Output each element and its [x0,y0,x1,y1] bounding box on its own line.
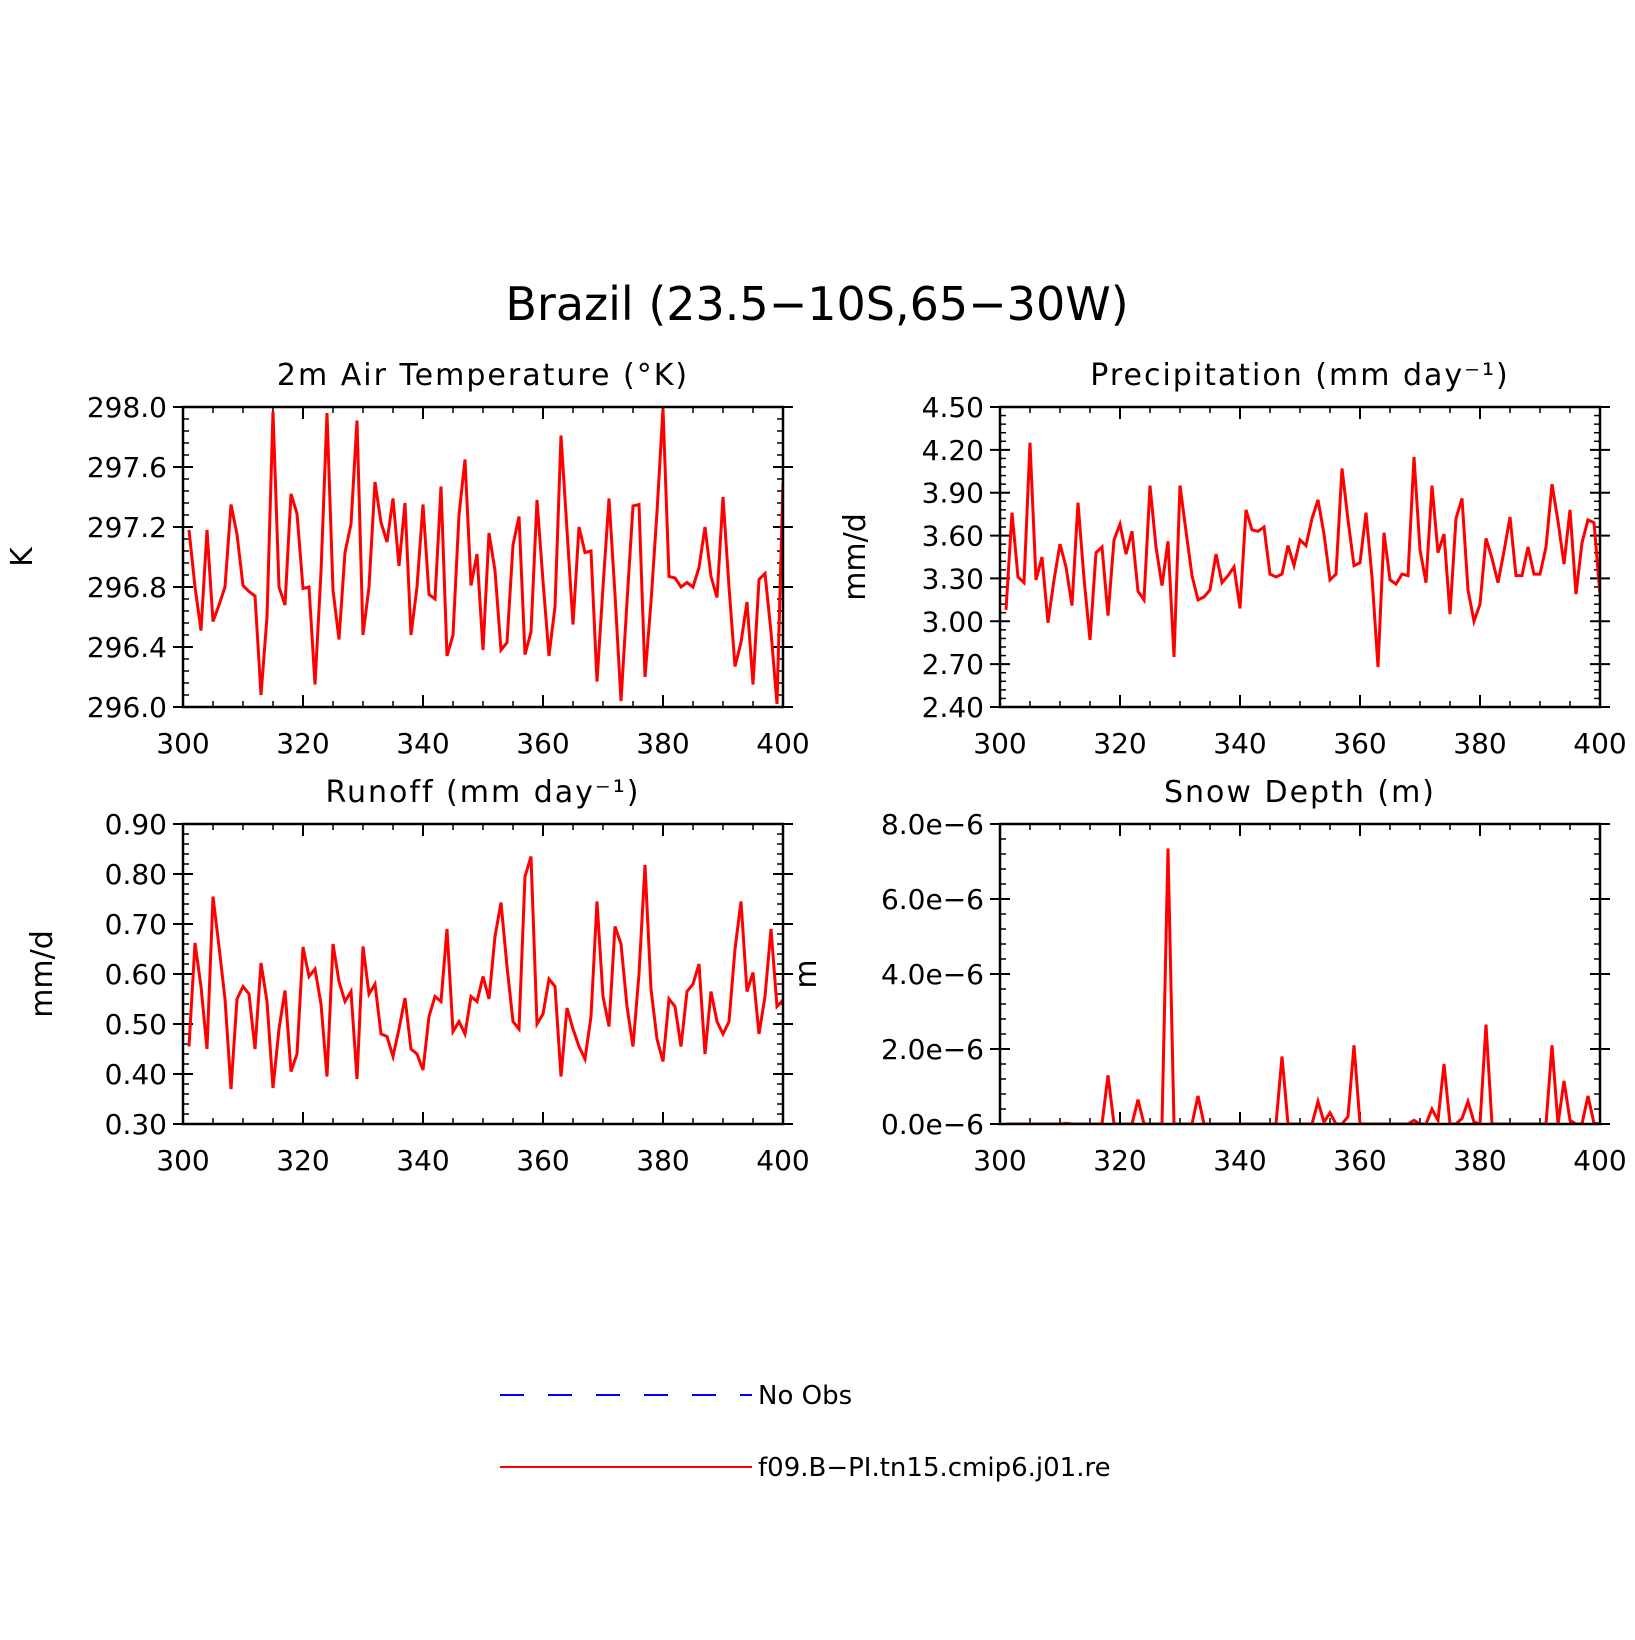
snow-depth-ytick-label: 4.0e−6 [881,958,984,991]
snow-depth-series-line [1006,848,1600,1124]
precipitation-xtick-label: 400 [1573,727,1626,760]
temperature-ytick-label: 296.8 [87,571,167,604]
temperature-ytick-label: 297.2 [87,511,167,544]
runoff-xtick-label: 320 [276,1144,329,1177]
runoff-xtick-label: 300 [156,1144,209,1177]
temperature-xtick-label: 320 [276,727,329,760]
runoff-title: Runoff (mm day⁻¹) [326,775,641,810]
legend-label-model: f09.B−PI.tn15.cmip6.j01.re [758,1453,1111,1483]
runoff-ytick-label: 0.70 [105,908,167,941]
snow-depth-plot-frame [998,822,1602,1126]
snow-depth-ylabel: m [789,959,824,988]
temperature-xtick-label: 340 [396,727,449,760]
temperature-ytick-label: 298.0 [87,391,167,424]
temperature-ytick-label: 297.6 [87,451,167,484]
temperature-ytick-label: 296.4 [87,631,167,664]
precipitation-ytick-label: 3.90 [922,477,984,510]
precipitation-xtick-label: 340 [1213,727,1266,760]
runoff-xtick-label: 400 [756,1144,809,1177]
temperature-xtick-label: 380 [636,727,689,760]
precipitation-ytick-label: 3.30 [922,562,984,595]
temperature-xtick-label: 400 [756,727,809,760]
runoff-ytick-label: 0.60 [105,958,167,991]
snow-depth-ytick-label: 2.0e−6 [881,1033,984,1066]
runoff-series-line [187,856,783,1090]
runoff-xtick-label: 380 [636,1144,689,1177]
precipitation-ytick-label: 4.20 [922,434,984,467]
temperature-xtick-label: 360 [516,727,569,760]
snow-depth-xtick-label: 400 [1573,1144,1626,1177]
precipitation-xtick-label: 300 [973,727,1026,760]
figure-title: Brazil (23.5−10S,65−30W) [505,277,1128,331]
snow-depth-ytick-label: 8.0e−6 [881,808,984,841]
precipitation-ytick-label: 3.60 [922,520,984,553]
snow-depth-xtick-label: 380 [1453,1144,1506,1177]
temperature-series-line [187,408,783,705]
runoff-ytick-label: 0.50 [105,1008,167,1041]
runoff-ytick-label: 0.90 [105,808,167,841]
runoff-panel: Runoff (mm day⁻¹) mm/d 300 320 340 360 380 400 0… [25,775,810,1177]
precipitation-ytick-label: 2.70 [922,648,984,681]
precipitation-series-line [1004,442,1600,668]
snow-depth-xtick-label: 360 [1333,1144,1386,1177]
legend-label-no-obs: No Obs [758,1381,852,1411]
precipitation-ytick-label: 2.40 [922,691,984,724]
temperature-plot-frame [181,405,785,709]
precipitation-xtick-label: 360 [1333,727,1386,760]
snow-depth-xtick-label: 340 [1213,1144,1266,1177]
runoff-ytick-label: 0.80 [105,858,167,891]
snow-depth-title: Snow Depth (m) [1164,775,1436,810]
precipitation-title: Precipitation (mm day⁻¹) [1090,358,1509,393]
runoff-plot-frame [181,822,785,1126]
runoff-ylabel: mm/d [25,930,60,1018]
snow-depth-panel: Snow Depth (m) m 300 320 340 360 380 400 0.0e−6 2… [789,775,1627,1177]
runoff-xtick-label: 360 [516,1144,569,1177]
legend: No Obs f09.B−PI.tn15.cmip6.j01.re [500,1381,1111,1483]
precipitation-xtick-label: 380 [1453,727,1506,760]
temperature-panel: 2m Air Temperature (°K) K 300 320 340 360 380 4… [5,358,810,760]
precipitation-xtick-label: 320 [1093,727,1146,760]
precipitation-panel: Precipitation (mm day⁻¹) mm/d 300 320 340 360… [838,358,1627,760]
snow-depth-ytick-label: 6.0e−6 [881,883,984,916]
runoff-ytick-label: 0.30 [105,1108,167,1141]
runoff-xtick-label: 340 [396,1144,449,1177]
snow-depth-xtick-label: 320 [1093,1144,1146,1177]
temperature-ytick-label: 296.0 [87,691,167,724]
temperature-title: 2m Air Temperature (°K) [277,358,689,393]
runoff-ytick-label: 0.40 [105,1058,167,1091]
precipitation-plot-frame [998,405,1602,709]
temperature-ylabel: K [5,546,40,567]
precipitation-ytick-label: 4.50 [922,391,984,424]
precipitation-ylabel: mm/d [838,513,873,601]
snow-depth-ytick-label: 0.0e−6 [881,1108,984,1141]
precipitation-ytick-label: 3.00 [922,605,984,638]
temperature-xtick-label: 300 [156,727,209,760]
snow-depth-xtick-label: 300 [973,1144,1026,1177]
